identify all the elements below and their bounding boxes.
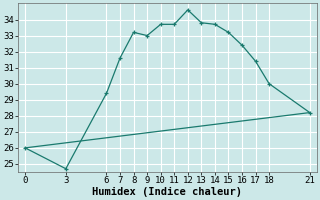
- X-axis label: Humidex (Indice chaleur): Humidex (Indice chaleur): [92, 186, 243, 197]
